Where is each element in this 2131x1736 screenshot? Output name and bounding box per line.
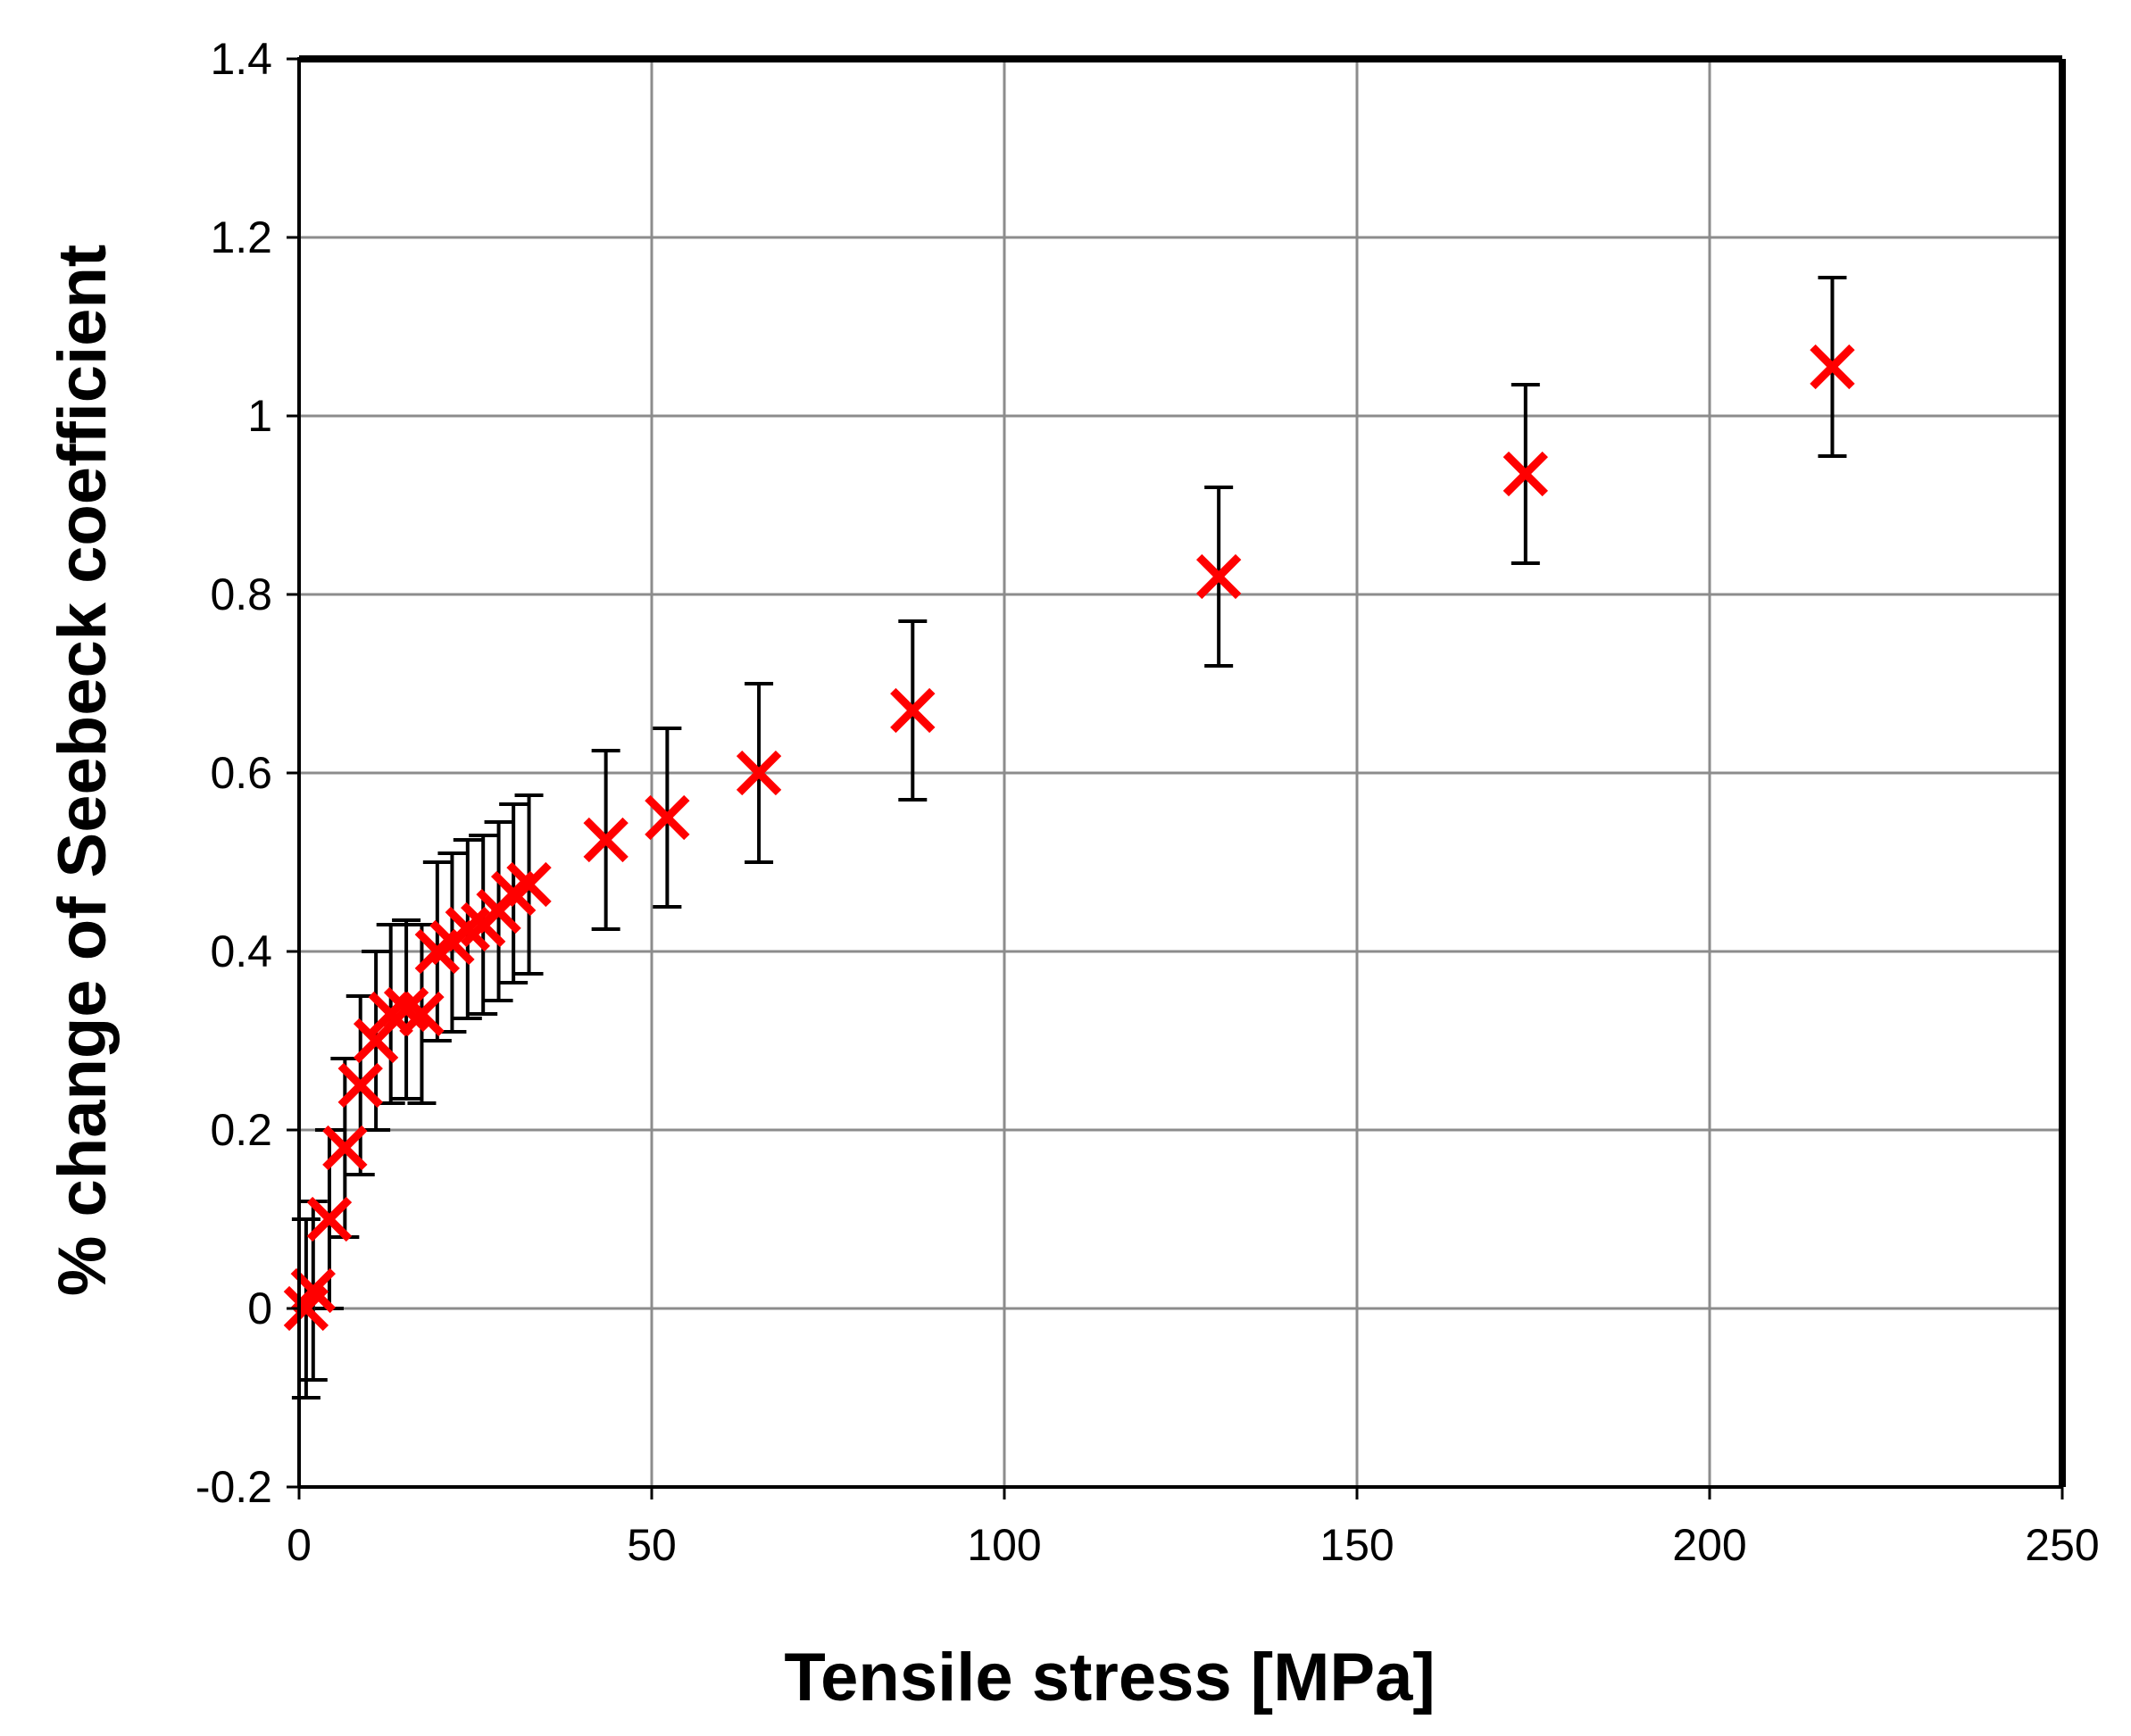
data-point-marker xyxy=(399,991,445,1037)
data-point-marker xyxy=(506,861,552,908)
y-tick-label: 1.4 xyxy=(210,34,272,84)
y-tick-label: 0 xyxy=(247,1283,272,1333)
x-tick-label: 250 xyxy=(2025,1520,2099,1570)
y-axis-title: % change of Seebeck coefficient xyxy=(45,245,121,1296)
data-point-marker xyxy=(1810,344,1855,390)
x-tick-label: 100 xyxy=(967,1520,1041,1570)
y-tick-label: 0.6 xyxy=(210,748,272,798)
y-tick-label: 0.2 xyxy=(210,1105,272,1155)
data-point-marker xyxy=(583,817,628,863)
x-tick-label: 150 xyxy=(1319,1520,1394,1570)
y-tick-label: 0.8 xyxy=(210,569,272,619)
y-tick-label: 0.4 xyxy=(210,926,272,976)
grid-lines xyxy=(299,59,2062,1487)
data-point-marker xyxy=(322,1125,368,1171)
data-point-marker xyxy=(1195,553,1242,600)
x-tick-label: 0 xyxy=(287,1520,312,1570)
y-tick-label: -0.2 xyxy=(196,1462,272,1512)
data-point-marker xyxy=(383,986,429,1033)
error-bars xyxy=(291,276,1847,1400)
x-tick-label: 50 xyxy=(627,1520,677,1570)
tick-labels: -0.2 0 0.2 0.4 0.6 0.8 1 1.2 1.4 0 50 100 150 200 250 xyxy=(196,34,2100,1570)
data-point-marker xyxy=(445,906,490,952)
data-point-marker xyxy=(645,794,690,841)
axes xyxy=(287,55,2066,1499)
y-tick-label: 1.2 xyxy=(210,212,272,262)
data-point-marker xyxy=(337,1062,383,1109)
x-axis-title: Tensile stress [MPa] xyxy=(784,1640,1435,1715)
data-point-marker xyxy=(890,687,936,734)
x-tick-label: 200 xyxy=(1672,1520,1746,1570)
data-markers xyxy=(283,344,1855,1332)
y-tick-label: 1 xyxy=(247,391,272,441)
data-point-marker xyxy=(1503,451,1548,497)
data-point-marker xyxy=(736,750,782,796)
data-point-marker xyxy=(306,1196,353,1242)
